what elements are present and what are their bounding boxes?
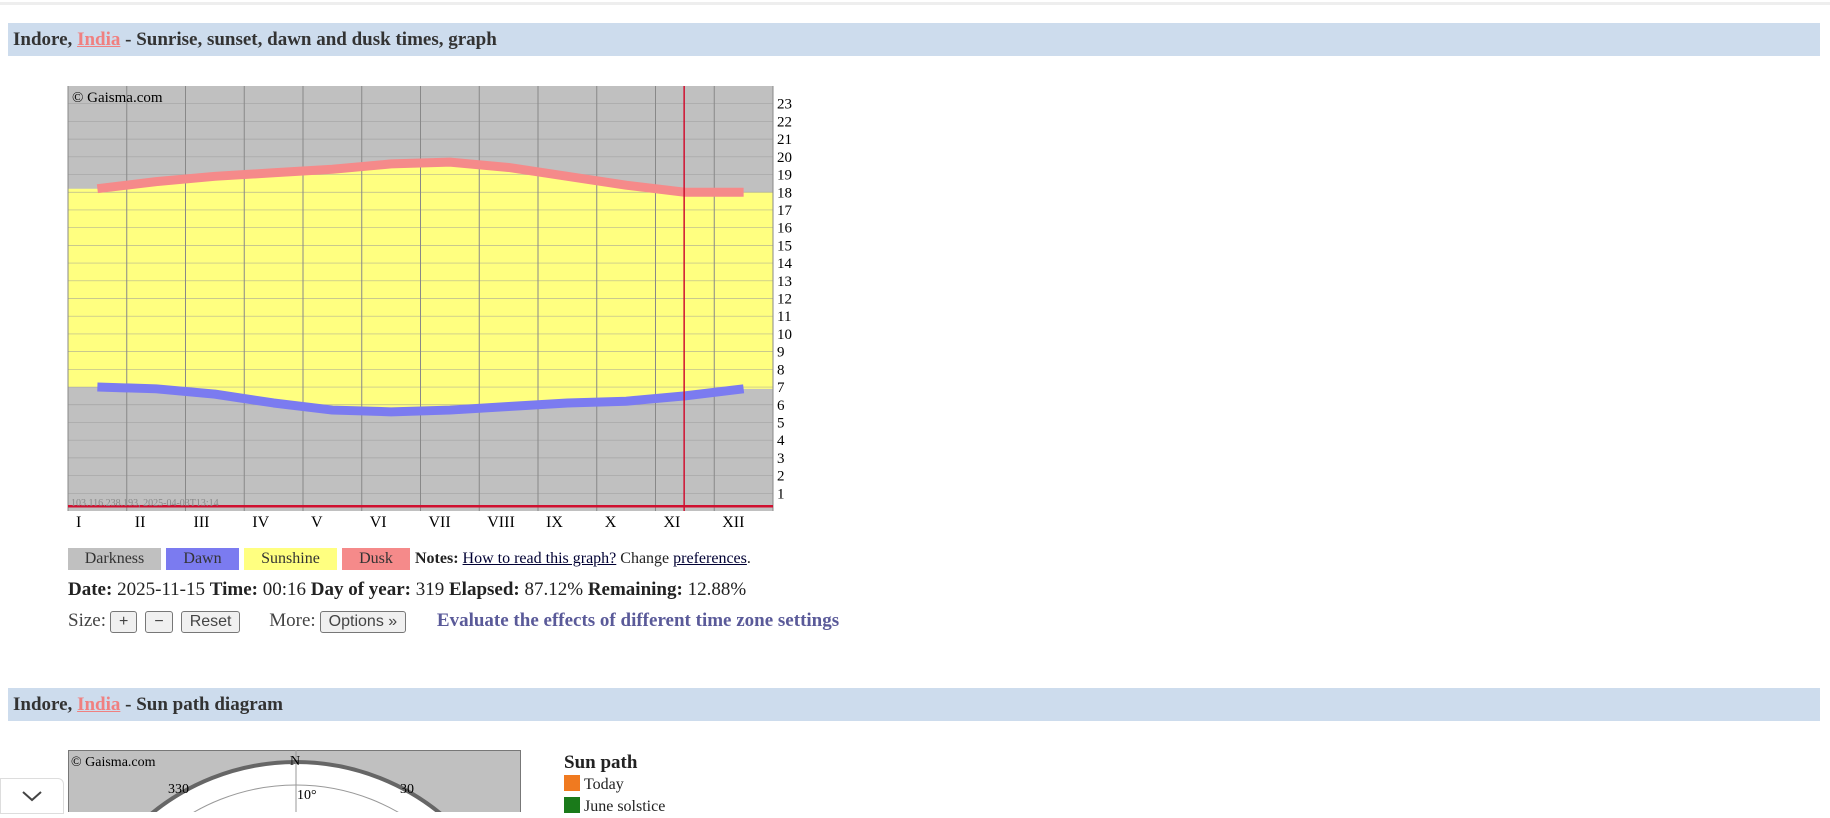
info-line: Date: 2025-11-15 Time: 00:16 Day of year… [68, 579, 746, 601]
country-link[interactable]: India [77, 29, 121, 50]
x-tick-label: IV [252, 514, 269, 531]
value: 319 [415, 579, 445, 600]
notes-text: Change [616, 550, 674, 567]
value: 87.12% [524, 579, 584, 600]
value: 12.88% [687, 579, 747, 600]
azimuth-label: 30 [400, 782, 414, 797]
sun-path-legend: Sun path Today June solstice [564, 752, 665, 818]
notes-label: Notes: [415, 550, 459, 567]
y-tick-label: 4 [777, 433, 785, 449]
stamp: 103.116.238.193, 2025-04-03T13:14 [71, 498, 219, 509]
y-tick-label: 15 [777, 238, 792, 254]
reset-button[interactable]: Reset [180, 611, 241, 633]
label: Remaining: [587, 579, 683, 600]
chevron-icon [22, 791, 42, 802]
label: Day of year: [310, 579, 411, 600]
y-tick-label: 10 [777, 327, 792, 343]
x-tick-label: X [605, 514, 617, 531]
y-tick-label: 16 [777, 221, 793, 237]
preferences-link[interactable]: preferences [673, 550, 747, 567]
swatch [564, 775, 580, 791]
azimuth-label: 330 [168, 782, 189, 797]
y-tick-label: 20 [777, 150, 792, 166]
y-tick-label: 21 [777, 132, 792, 148]
x-tick-label: II [135, 514, 146, 531]
legend-item: Dusk [342, 548, 410, 570]
sun-path-diagram: © Gaisma.com N 330 30 10° [68, 750, 521, 812]
minus-button[interactable]: − [145, 611, 173, 633]
x-tick-label: IX [546, 514, 563, 531]
legend-item: Sunshine [244, 548, 337, 570]
section-header: Indore, India - Sunrise, sunset, dawn an… [8, 23, 1820, 56]
help-link[interactable]: How to read this graph? [462, 550, 617, 567]
legend-title: Sun path [564, 752, 638, 773]
x-tick-label: VIII [487, 514, 515, 531]
y-tick-label: 9 [777, 345, 785, 361]
label: Elapsed: [449, 579, 520, 600]
x-tick-label: XII [722, 514, 744, 531]
x-tick-label: V [311, 514, 323, 531]
credit: © Gaisma.com [71, 755, 156, 770]
altitude-label: 10° [297, 788, 317, 803]
y-tick-label: 19 [777, 168, 792, 184]
y-tick-label: 14 [777, 256, 793, 272]
plus-button[interactable]: + [110, 611, 138, 633]
collapse-toggle[interactable] [0, 778, 64, 814]
credit: © Gaisma.com [72, 90, 163, 106]
label: Date: [68, 579, 113, 600]
label: More: [269, 610, 316, 631]
evaluate-link[interactable]: Evaluate the effects of different time z… [436, 610, 840, 631]
country-link[interactable]: India [77, 694, 121, 715]
place: Indore, [13, 29, 78, 50]
dawn-line [97, 382, 745, 417]
header-text: - Sunrise, sunset, dawn and dusk times, … [120, 29, 497, 50]
controls: Size: + − Reset More: Options » Evaluate the… [68, 610, 839, 633]
x-tick-label: VI [370, 514, 387, 531]
y-tick-label: 11 [777, 309, 791, 325]
legend-item: Darkness [68, 548, 161, 570]
x-tick-label: XI [664, 514, 681, 531]
header-text: - Sun path diagram [120, 694, 283, 715]
y-tick-label: 13 [777, 274, 792, 290]
y-tick-label: 22 [777, 114, 792, 130]
y-tick-label: 7 [777, 380, 785, 396]
y-tick-label: 12 [777, 292, 792, 308]
value: 00:16 [262, 579, 306, 600]
x-tick-label: I [76, 514, 81, 531]
notes-text: . [746, 550, 751, 567]
label: Time: [209, 579, 258, 600]
y-tick-label: 18 [777, 185, 792, 201]
north-label: N [290, 754, 300, 769]
legend-row: Darkness Dawn Sunshine Dusk Notes: How to re… [68, 548, 751, 570]
y-tick-label: 6 [777, 398, 785, 414]
x-tick-label: VII [429, 514, 451, 531]
y-tick-label: 23 [777, 97, 792, 113]
y-tick-label: 8 [777, 362, 785, 378]
x-tick-label: III [194, 514, 210, 531]
top-border [0, 2, 1830, 5]
options-button[interactable]: Options » [319, 611, 407, 633]
section-header: Indore, India - Sun path diagram [8, 688, 1820, 721]
y-tick-label: 5 [777, 415, 785, 431]
legend-item: June solstice [564, 796, 665, 818]
place: Indore, [13, 694, 78, 715]
y-tick-label: 17 [777, 203, 793, 219]
y-tick-label: 2 [777, 469, 785, 485]
dusk-line [96, 157, 744, 197]
legend-text: June solstice [584, 798, 666, 815]
legend-item: Today [564, 774, 665, 796]
y-tick-label: 3 [777, 451, 785, 467]
swatch [564, 797, 580, 813]
legend-text: Today [584, 776, 624, 793]
y-tick-label: 1 [777, 486, 785, 502]
label: Size: [68, 610, 106, 631]
value: 2025-11-15 [117, 579, 206, 600]
legend-item: Dawn [166, 548, 239, 570]
